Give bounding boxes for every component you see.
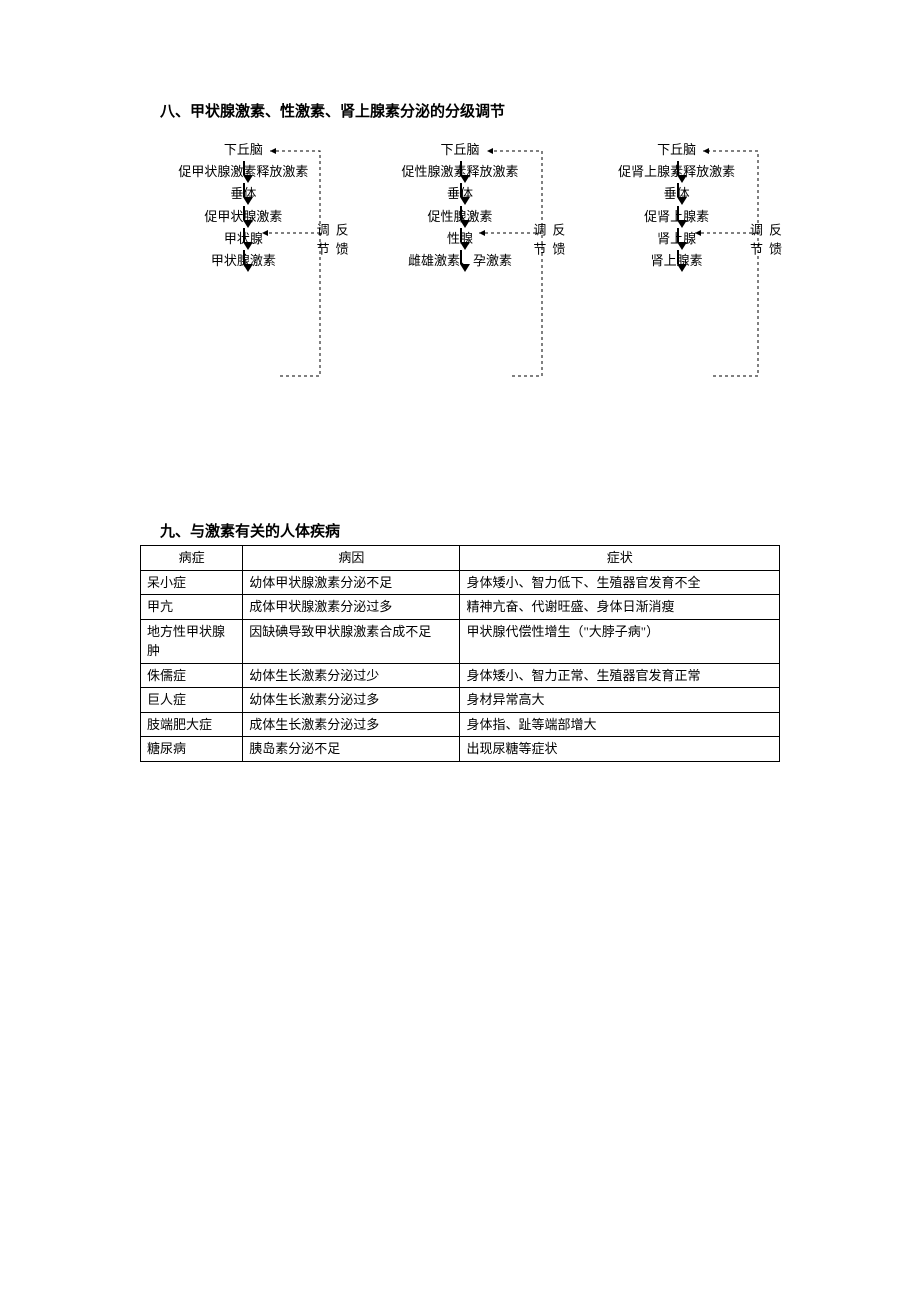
disease-table: 病症 病因 症状 呆小症幼体甲状腺激素分泌不足身体矮小、智力低下、生殖器官发育不…: [140, 545, 780, 762]
feedback-label: 反馈调节: [313, 223, 351, 270]
table-row: 地方性甲状腺肿因缺碘导致甲状腺激素合成不足甲状腺代偿性增生（"大脖子病"）: [141, 619, 780, 663]
table-row: 侏儒症幼体生长激素分泌过少身体矮小、智力正常、生殖器官发育正常: [141, 663, 780, 688]
feedback-label: 反馈调节: [529, 223, 567, 270]
table-row: 糖尿病胰岛素分泌不足出现尿糖等症状: [141, 737, 780, 762]
table-row: 巨人症幼体生长激素分泌过多身材异常高大: [141, 688, 780, 713]
table-header-row: 病症 病因 症状: [141, 546, 780, 571]
table-cell: 幼体生长激素分泌过多: [243, 688, 460, 713]
col-header: 病因: [243, 546, 460, 571]
col-header: 病症: [141, 546, 243, 571]
table-cell: 身体矮小、智力正常、生殖器官发育正常: [460, 663, 780, 688]
table-cell: 肢端肥大症: [141, 712, 243, 737]
section8-title: 八、甲状腺激素、性激素、肾上腺素分泌的分级调节: [160, 100, 780, 121]
table-cell: 因缺碘导致甲状腺激素合成不足: [243, 619, 460, 663]
table-row: 甲亢成体甲状腺激素分泌过多精神亢奋、代谢旺盛、身体日渐消瘦: [141, 595, 780, 620]
table-cell: 出现尿糖等症状: [460, 737, 780, 762]
feedback-label: 反馈调节: [746, 223, 784, 270]
section9-title: 九、与激素有关的人体疾病: [160, 520, 780, 541]
table-cell: 呆小症: [141, 570, 243, 595]
table-row: 呆小症幼体甲状腺激素分泌不足身体矮小、智力低下、生殖器官发育不全: [141, 570, 780, 595]
table-cell: 侏儒症: [141, 663, 243, 688]
table-cell: 糖尿病: [141, 737, 243, 762]
table-row: 肢端肥大症成体生长激素分泌过多身体指、趾等端部增大: [141, 712, 780, 737]
table-cell: 地方性甲状腺肿: [141, 619, 243, 663]
table-cell: 成体生长激素分泌过多: [243, 712, 460, 737]
diagram-adrenal: 下丘脑 促肾上腺素释放激素 垂体 促肾上腺素 肾上腺 肾上腺素 反馈调节: [573, 141, 780, 270]
table-cell: 甲状腺代偿性增生（"大脖子病"）: [460, 619, 780, 663]
col-header: 症状: [460, 546, 780, 571]
diagrams-container: 下丘脑 促甲状腺激素释放激素 垂体 促甲状腺激素 甲状腺 甲状腺激素 反馈调节: [140, 141, 780, 270]
table-cell: 幼体甲状腺激素分泌不足: [243, 570, 460, 595]
node: 下丘脑: [657, 141, 696, 159]
table-cell: 胰岛素分泌不足: [243, 737, 460, 762]
table-cell: 幼体生长激素分泌过少: [243, 663, 460, 688]
table-cell: 成体甲状腺激素分泌过多: [243, 595, 460, 620]
table-cell: 身材异常高大: [460, 688, 780, 713]
table-cell: 身体指、趾等端部增大: [460, 712, 780, 737]
disease-table-body: 呆小症幼体甲状腺激素分泌不足身体矮小、智力低下、生殖器官发育不全甲亢成体甲状腺激…: [141, 570, 780, 761]
table-cell: 精神亢奋、代谢旺盛、身体日渐消瘦: [460, 595, 780, 620]
diagram-thyroid: 下丘脑 促甲状腺激素释放激素 垂体 促甲状腺激素 甲状腺 甲状腺激素 反馈调节: [140, 141, 347, 270]
diagram-gonad: 下丘脑 促性腺激素释放激素 垂体 促性腺激素 性腺 雌雄激素、孕激素 反馈调节: [357, 141, 564, 270]
table-cell: 甲亢: [141, 595, 243, 620]
node: 下丘脑: [224, 141, 263, 159]
node: 下丘脑: [441, 141, 480, 159]
table-cell: 身体矮小、智力低下、生殖器官发育不全: [460, 570, 780, 595]
table-cell: 巨人症: [141, 688, 243, 713]
